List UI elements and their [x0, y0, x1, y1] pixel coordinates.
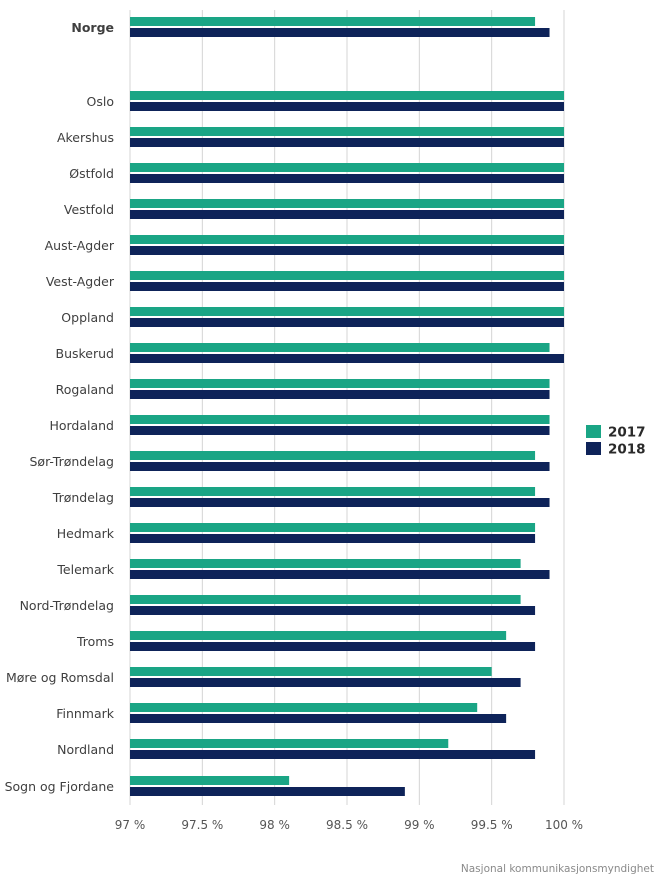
category-labels: Norge Oslo Akershus Østfold Vestfold Aust-Agd…: [5, 20, 115, 794]
bar-2017: [130, 379, 550, 388]
bar-2017: [130, 776, 290, 785]
x-axis-tick-labels: 97 % 97.5 % 98 % 98.5 % 99 % 99.5 % 100 %: [115, 818, 583, 832]
bar-2018: [130, 318, 564, 327]
bar-2017: [130, 451, 536, 460]
category-label: Sogn og Fjordane: [5, 779, 115, 794]
bar-2018: [130, 426, 550, 435]
category-label: Vestfold: [64, 202, 114, 217]
bar-2018: [130, 210, 564, 219]
bar-2018: [130, 246, 564, 255]
category-label: Finnmark: [56, 706, 115, 721]
category-label: Aust-Agder: [45, 238, 115, 253]
bar-2017: [130, 523, 536, 532]
category-label: Hordaland: [49, 418, 114, 433]
bar-2017: [130, 739, 449, 748]
bar-2018: [130, 282, 564, 291]
bar-2018: [130, 174, 564, 183]
category-label: Møre og Romsdal: [6, 670, 114, 685]
category-label: Vest-Agder: [46, 274, 115, 289]
category-label: Østfold: [69, 166, 114, 181]
legend-swatch: [586, 425, 601, 438]
legend-label: 2018: [608, 442, 646, 458]
bar-2018: [130, 498, 550, 507]
x-tick-label: 99.5 %: [471, 818, 513, 832]
x-tick-label: 97.5 %: [181, 818, 223, 832]
category-label: Norge: [71, 20, 114, 35]
bar-2018: [130, 570, 550, 579]
bar-2017: [130, 631, 507, 640]
category-label: Oslo: [87, 94, 114, 109]
category-label: Rogaland: [56, 382, 114, 397]
bar-2017: [130, 487, 536, 496]
bar-2017: [130, 91, 564, 100]
legend-label: 2017: [608, 425, 646, 441]
bar-2018: [130, 28, 550, 37]
bar-2018: [130, 354, 564, 363]
category-label: Nordland: [57, 742, 114, 757]
x-tick-label: 99 %: [404, 818, 435, 832]
bar-2017: [130, 703, 478, 712]
bar-2017: [130, 235, 564, 244]
category-label: Sør-Trøndelag: [30, 454, 115, 469]
category-label: Hedmark: [57, 526, 115, 541]
category-label: Telemark: [56, 562, 114, 577]
bar-2017: [130, 163, 564, 172]
bar-2017: [130, 127, 564, 136]
bar-2018: [130, 534, 536, 543]
x-tick-label: 98 %: [259, 818, 290, 832]
bar-2017: [130, 199, 564, 208]
bar-2017: [130, 307, 564, 316]
x-tick-label: 97 %: [115, 818, 146, 832]
category-label: Trøndelag: [52, 490, 114, 505]
x-tick-label: 100 %: [545, 818, 583, 832]
bar-2017: [130, 271, 564, 280]
bar-2018: [130, 462, 550, 471]
category-label: Buskerud: [56, 346, 115, 361]
x-tick-label: 98.5 %: [326, 818, 368, 832]
category-label: Oppland: [61, 310, 114, 325]
bar-2018: [130, 138, 564, 147]
bar-2018: [130, 714, 507, 723]
bar-2018: [130, 750, 536, 759]
bar-2018: [130, 642, 536, 651]
category-label: Troms: [76, 634, 114, 649]
source-credit: Nasjonal kommunikasjonsmyndighet: [460, 863, 654, 875]
bar-2018: [130, 787, 405, 796]
category-label: Akershus: [57, 130, 114, 145]
bar-2018: [130, 606, 536, 615]
bar-2018: [130, 102, 564, 111]
bars: [130, 17, 564, 796]
bar-2018: [130, 390, 550, 399]
bar-2017: [130, 343, 550, 352]
bar-2018: [130, 678, 521, 687]
category-label: Nord-Trøndelag: [20, 598, 114, 613]
legend-swatch: [586, 442, 601, 455]
bar-2017: [130, 559, 521, 568]
bar-2017: [130, 17, 536, 26]
bar-2017: [130, 667, 492, 676]
bar-2017: [130, 415, 550, 424]
bar-2017: [130, 595, 521, 604]
